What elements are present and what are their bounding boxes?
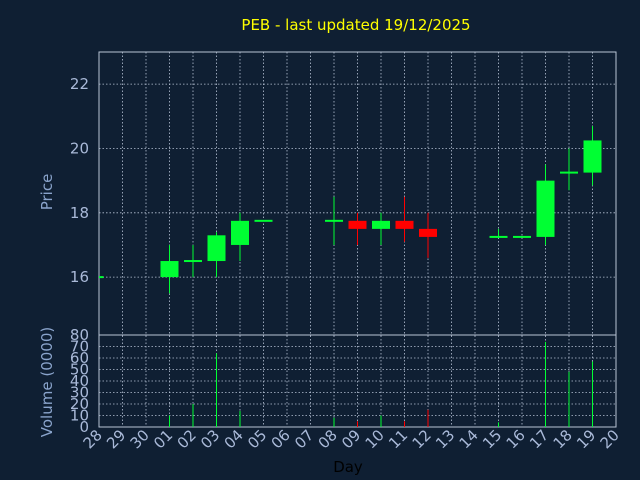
x-tick-label: 17	[526, 426, 552, 452]
candle-body	[348, 220, 367, 229]
price-tick-label: 16	[70, 268, 89, 286]
price-tick-label: 20	[70, 139, 89, 157]
volume-tick-label: 20	[70, 395, 89, 413]
x-tick-label: 11	[385, 426, 411, 452]
candle-body	[536, 180, 555, 237]
x-tick-label: 05	[244, 426, 270, 452]
price-panel: 16 18 20 22	[70, 51, 617, 427]
x-tick-label: 20	[597, 426, 623, 452]
x-tick-label: 04	[221, 426, 247, 452]
x-tick-label: 08	[315, 426, 341, 452]
x-tick-label: 06	[268, 426, 294, 452]
candle-body	[395, 220, 414, 229]
volume-tick-label: 40	[70, 372, 89, 390]
volume-tick-label: 30	[70, 384, 89, 402]
candle-body	[184, 260, 202, 263]
x-tick-label: 13	[432, 426, 458, 452]
candle-body	[513, 235, 531, 238]
x-tick-label: 02	[174, 426, 200, 452]
candle-body	[207, 235, 226, 262]
volume-tick-label: 70	[70, 338, 89, 356]
candle-body	[583, 140, 602, 173]
x-axis: 2829300102030405060708091011121314151617…	[80, 426, 623, 452]
volume-tick-label: 10	[70, 407, 89, 425]
candle-body	[489, 235, 508, 238]
volume-tick-label: 80	[70, 326, 89, 344]
x-tick-label: 29	[103, 426, 129, 452]
x-tick-label: 12	[409, 426, 435, 452]
volume-tick-label: 0	[79, 418, 89, 436]
candle-body	[254, 219, 273, 222]
x-tick-label: 30	[127, 426, 153, 452]
price-axis-label: Price	[38, 174, 56, 211]
candle-body	[560, 171, 578, 174]
candle-body	[160, 261, 179, 278]
volume-tick-label: 60	[70, 349, 89, 367]
x-tick-label: 15	[479, 426, 505, 452]
x-tick-label: 10	[362, 426, 388, 452]
x-tick-label: 14	[456, 426, 482, 452]
price-tick-label: 22	[70, 75, 89, 93]
volume-axis-label: Volume (0000)	[38, 327, 56, 437]
x-tick-label: 03	[197, 426, 223, 452]
volume-tick-label: 50	[70, 361, 89, 379]
candle-body	[419, 228, 437, 237]
candle-body	[99, 276, 104, 279]
chart-title: PEB - last updated 19/12/2025	[241, 16, 470, 34]
x-tick-label: 01	[150, 426, 176, 452]
candle-body	[372, 220, 390, 229]
x-tick-label: 19	[573, 426, 599, 452]
candle-body	[325, 219, 343, 222]
x-tick-label: 18	[550, 426, 576, 452]
x-tick-label: 16	[503, 426, 529, 452]
x-tick-label: 07	[291, 426, 317, 452]
price-tick-label: 18	[70, 204, 89, 222]
x-tick-label: 09	[338, 426, 364, 452]
x-axis-label: Day	[333, 458, 363, 476]
candle-body	[231, 220, 249, 245]
